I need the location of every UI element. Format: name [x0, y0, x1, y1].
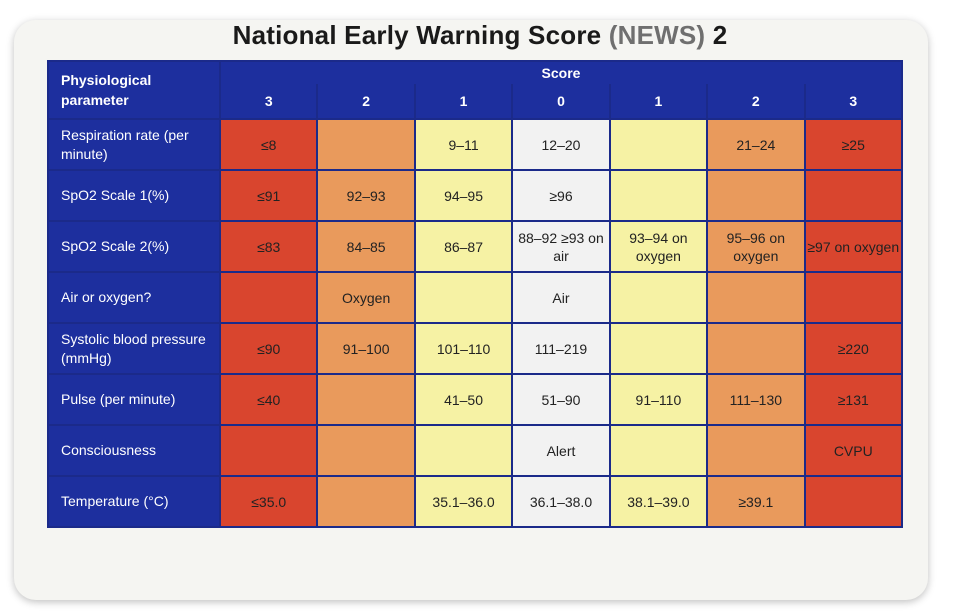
score-cell: 91–100 [316, 322, 416, 375]
score-cell [706, 322, 806, 375]
score-cell: 94–95 [413, 169, 514, 222]
score-cell [706, 169, 806, 222]
score-cell [316, 424, 416, 477]
table-row: Temperature (°C) ≤35.0 35.1–36.0 36.1–38… [47, 475, 904, 528]
table-row: Pulse (per minute) ≤40 41–50 51–90 91–11… [47, 373, 904, 426]
score-col-header: 1 [413, 84, 514, 120]
score-cell [316, 475, 416, 528]
score-cell: ≥131 [803, 373, 904, 426]
score-cell: 95–96 on oxygen [706, 220, 806, 273]
score-cell: 21–24 [706, 118, 806, 171]
score-cell [608, 322, 709, 375]
param-label: Air or oxygen? [47, 271, 221, 324]
score-cell: ≤8 [218, 118, 319, 171]
score-cell: 51–90 [511, 373, 611, 426]
param-header: Physiological parameter [47, 60, 221, 120]
score-cell: ≥220 [803, 322, 904, 375]
score-cell [413, 271, 514, 324]
score-cell: ≤40 [218, 373, 319, 426]
score-cell [608, 118, 709, 171]
score-cell: 93–94 on oxygen [608, 220, 709, 273]
score-cell: 86–87 [413, 220, 514, 273]
score-cell [706, 271, 806, 324]
score-cell: CVPU [803, 424, 904, 477]
score-cell: 101–110 [413, 322, 514, 375]
param-label: Consciousness [47, 424, 221, 477]
score-cell [803, 271, 904, 324]
score-cell: 41–50 [413, 373, 514, 426]
score-cell: 91–110 [608, 373, 709, 426]
score-cell: Air [511, 271, 611, 324]
param-label: Systolic blood pressure (mmHg) [47, 322, 221, 375]
score-cell: 36.1–38.0 [511, 475, 611, 528]
score-cell [316, 118, 416, 171]
table-row: SpO2 Scale 1(%) ≤91 92–93 94–95 ≥96 [47, 169, 904, 222]
score-cell: 35.1–36.0 [413, 475, 514, 528]
score-cell: ≤83 [218, 220, 319, 273]
table-row: Consciousness Alert CVPU [47, 424, 904, 477]
title-version: 2 [712, 20, 728, 50]
param-label: SpO2 Scale 1(%) [47, 169, 221, 222]
table-row: Respiration rate (per minute) ≤8 9–11 12… [47, 118, 904, 171]
param-label: Pulse (per minute) [47, 373, 221, 426]
score-cell: ≥97 on oxygen [803, 220, 904, 273]
score-cell: 12–20 [511, 118, 611, 171]
score-cell [706, 424, 806, 477]
score-col-header: 0 [511, 84, 611, 120]
score-cell [218, 424, 319, 477]
score-cell: 9–11 [413, 118, 514, 171]
score-cell: ≤91 [218, 169, 319, 222]
score-cell: ≤35.0 [218, 475, 319, 528]
title-main: National Early Warning Score [232, 20, 602, 50]
score-cell: 88–92 ≥93 on air [511, 220, 611, 273]
score-cell: 92–93 [316, 169, 416, 222]
score-columns-row: 3 2 1 0 1 2 3 [48, 84, 904, 120]
score-col-header: 2 [316, 84, 416, 120]
score-cell [608, 169, 709, 222]
score-cell [803, 169, 904, 222]
score-cell: 111–130 [706, 373, 806, 426]
table-row: SpO2 Scale 2(%) ≤83 84–85 86–87 88–92 ≥9… [47, 220, 904, 273]
score-cell [316, 373, 416, 426]
score-cell: Oxygen [316, 271, 416, 324]
score-cell [608, 424, 709, 477]
score-cell [218, 271, 319, 324]
score-cell: ≥25 [803, 118, 904, 171]
score-cell [413, 424, 514, 477]
score-col-header: 1 [608, 84, 709, 120]
score-cell: 84–85 [316, 220, 416, 273]
score-cell [608, 271, 709, 324]
score-cell: 111–219 [511, 322, 611, 375]
score-cell: ≥96 [511, 169, 611, 222]
score-col-header: 2 [706, 84, 806, 120]
score-cell [803, 475, 904, 528]
score-col-header: 3 [803, 84, 904, 120]
page-title: National Early Warning Score (NEWS) 2 [0, 20, 960, 51]
score-col-header: 3 [218, 84, 319, 120]
param-label: Respiration rate (per minute) [47, 118, 221, 171]
param-label: Temperature (°C) [47, 475, 221, 528]
score-cell: ≤90 [218, 322, 319, 375]
score-cell: Alert [511, 424, 611, 477]
table-row: Systolic blood pressure (mmHg) ≤90 91–10… [47, 322, 904, 375]
table-row: Air or oxygen? Oxygen Air [47, 271, 904, 324]
news-score-table: Physiological parameter Score 3 2 1 0 1 … [47, 60, 904, 528]
title-abbr: (NEWS) [608, 20, 706, 50]
param-label: SpO2 Scale 2(%) [47, 220, 221, 273]
score-cell: 38.1–39.0 [608, 475, 709, 528]
score-cell: ≥39.1 [706, 475, 806, 528]
score-header: Score [219, 60, 903, 84]
